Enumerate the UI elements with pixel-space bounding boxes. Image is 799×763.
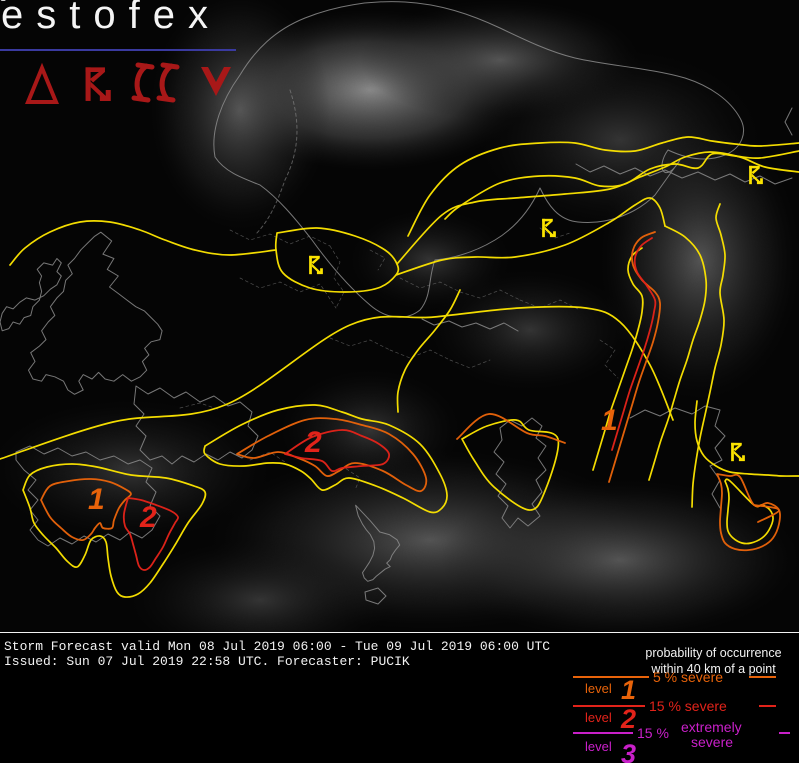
svg-text:2: 2 bbox=[139, 501, 157, 534]
svg-text:level: level bbox=[585, 710, 612, 725]
svg-text:15 % severe: 15 % severe bbox=[649, 698, 727, 714]
svg-text:level: level bbox=[585, 681, 612, 696]
svg-text:5 % severe: 5 % severe bbox=[653, 669, 723, 685]
svg-text:1: 1 bbox=[601, 404, 618, 437]
svg-text:15 %: 15 % bbox=[637, 725, 669, 741]
svg-text:1: 1 bbox=[621, 675, 636, 705]
svg-text:2: 2 bbox=[304, 426, 322, 459]
svg-text:extremely: extremely bbox=[681, 719, 742, 735]
svg-text:1: 1 bbox=[88, 483, 105, 516]
svg-text:2: 2 bbox=[620, 704, 636, 734]
svg-text:3: 3 bbox=[621, 739, 636, 763]
svg-text:level: level bbox=[585, 739, 612, 754]
svg-text:severe: severe bbox=[691, 734, 733, 750]
